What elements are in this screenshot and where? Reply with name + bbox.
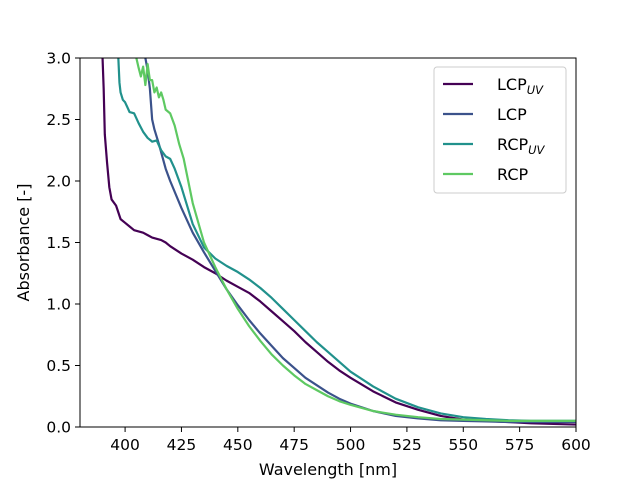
series-lines xyxy=(101,58,576,426)
legend-entry-name: RCP xyxy=(497,135,528,154)
legend-entry-name: LCP xyxy=(497,105,527,124)
x-tick-label: 450 xyxy=(223,436,253,454)
series-line-4 xyxy=(135,58,576,422)
legend-entry: LCP xyxy=(497,105,527,124)
y-tick-label: 2.5 xyxy=(46,111,71,129)
x-axis-ticks: 400 425 450 475 500 525 550 575 600 xyxy=(110,427,591,454)
x-tick-label: 525 xyxy=(392,436,422,454)
legend-entry-name: RCP xyxy=(497,165,528,184)
y-axis-label: Absorbance [-] xyxy=(14,184,33,302)
series-line-1 xyxy=(101,58,576,426)
y-tick-label: 0.5 xyxy=(46,357,71,375)
legend-entry-subscript: UV xyxy=(527,83,544,97)
y-axis-ticks: 0.0 0.5 1.0 1.5 2.0 2.5 3.0 xyxy=(46,50,80,437)
legend-entry-subscript: UV xyxy=(528,143,545,157)
x-tick-label: 425 xyxy=(167,436,197,454)
series-line-3 xyxy=(117,58,576,422)
legend-box xyxy=(433,66,567,194)
x-axis-label: Wavelength [nm] xyxy=(259,460,397,479)
x-tick-label: 575 xyxy=(505,436,535,454)
y-tick-label: 1.5 xyxy=(46,234,71,252)
x-tick-label: 500 xyxy=(336,436,366,454)
x-tick-label: 475 xyxy=(279,436,309,454)
x-tick-label: 400 xyxy=(110,436,140,454)
y-tick-label: 3.0 xyxy=(46,50,71,68)
legend-entry-name: LCP xyxy=(497,75,527,94)
y-tick-label: 0.0 xyxy=(46,419,71,437)
series-line-2 xyxy=(144,58,576,424)
y-tick-label: 1.0 xyxy=(46,296,71,314)
x-tick-label: 550 xyxy=(448,436,478,454)
legend-entry: LCPUV xyxy=(497,75,544,97)
x-tick-label: 600 xyxy=(561,436,591,454)
legend-entry: RCP xyxy=(497,165,528,184)
legend-entry: RCPUV xyxy=(497,135,546,157)
y-tick-label: 2.0 xyxy=(46,173,71,191)
